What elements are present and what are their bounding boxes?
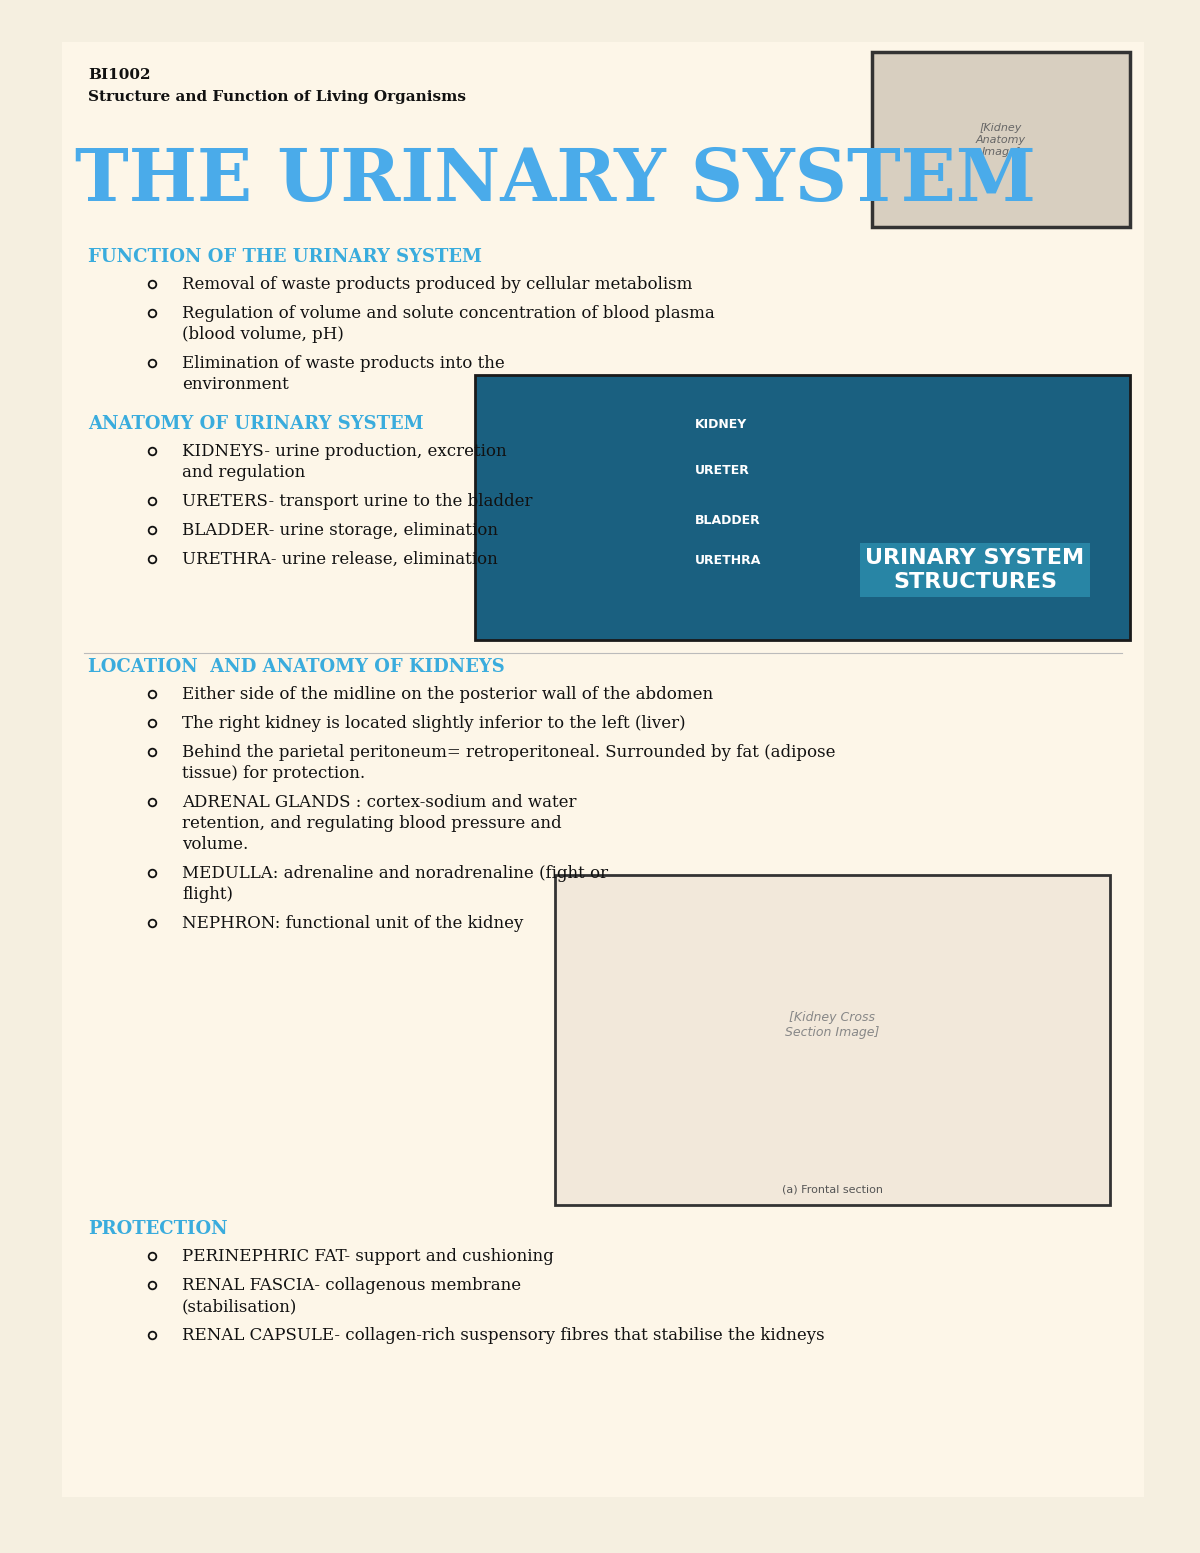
Text: environment: environment	[182, 376, 289, 393]
Text: Either side of the midline on the posterior wall of the abdomen: Either side of the midline on the poster…	[182, 686, 713, 704]
Text: URETER: URETER	[695, 463, 750, 477]
Text: Elimination of waste products into the: Elimination of waste products into the	[182, 356, 505, 373]
Text: [Kidney
Anatomy
Image]: [Kidney Anatomy Image]	[976, 123, 1026, 157]
Text: [Kidney Cross
Section Image]: [Kidney Cross Section Image]	[785, 1011, 880, 1039]
Text: BI1002: BI1002	[88, 68, 150, 82]
Text: (a) Frontal section: (a) Frontal section	[781, 1185, 882, 1194]
Text: RENAL CAPSULE- collagen-rich suspensory fibres that stabilise the kidneys: RENAL CAPSULE- collagen-rich suspensory …	[182, 1326, 824, 1343]
FancyBboxPatch shape	[554, 874, 1110, 1205]
Text: MEDULLA: adrenaline and noradrenaline (fight or: MEDULLA: adrenaline and noradrenaline (f…	[182, 865, 608, 882]
FancyBboxPatch shape	[62, 42, 1144, 1497]
Text: BLADDER: BLADDER	[695, 514, 761, 526]
Text: ANATOMY OF URINARY SYSTEM: ANATOMY OF URINARY SYSTEM	[88, 415, 424, 433]
Text: retention, and regulating blood pressure and: retention, and regulating blood pressure…	[182, 815, 562, 832]
Text: LOCATION  AND ANATOMY OF KIDNEYS: LOCATION AND ANATOMY OF KIDNEYS	[88, 658, 505, 676]
Text: NEPHRON: functional unit of the kidney: NEPHRON: functional unit of the kidney	[182, 915, 523, 932]
Text: PERINEPHRIC FAT- support and cushioning: PERINEPHRIC FAT- support and cushioning	[182, 1249, 553, 1266]
Text: URETHRA: URETHRA	[695, 553, 761, 567]
Text: and regulation: and regulation	[182, 464, 305, 481]
Text: RENAL FASCIA- collagenous membrane: RENAL FASCIA- collagenous membrane	[182, 1277, 521, 1294]
FancyBboxPatch shape	[475, 374, 1130, 640]
Text: ADRENAL GLANDS : cortex-sodium and water: ADRENAL GLANDS : cortex-sodium and water	[182, 794, 576, 811]
Text: KIDNEYS- urine production, excretion: KIDNEYS- urine production, excretion	[182, 443, 506, 460]
Text: tissue) for protection.: tissue) for protection.	[182, 766, 365, 783]
Text: Regulation of volume and solute concentration of blood plasma: Regulation of volume and solute concentr…	[182, 304, 715, 321]
Text: Behind the parietal peritoneum= retroperitoneal. Surrounded by fat (adipose: Behind the parietal peritoneum= retroper…	[182, 744, 835, 761]
Text: FUNCTION OF THE URINARY SYSTEM: FUNCTION OF THE URINARY SYSTEM	[88, 248, 482, 266]
Text: Structure and Function of Living Organisms: Structure and Function of Living Organis…	[88, 90, 466, 104]
Text: BLADDER- urine storage, elimination: BLADDER- urine storage, elimination	[182, 522, 498, 539]
Text: KIDNEY: KIDNEY	[695, 418, 748, 432]
Text: (stabilisation): (stabilisation)	[182, 1298, 298, 1315]
Text: flight): flight)	[182, 887, 233, 902]
Text: URETHRA- urine release, elimination: URETHRA- urine release, elimination	[182, 551, 498, 568]
Text: Removal of waste products produced by cellular metabolism: Removal of waste products produced by ce…	[182, 276, 692, 294]
FancyBboxPatch shape	[872, 51, 1130, 227]
Text: The right kidney is located slightly inferior to the left (liver): The right kidney is located slightly inf…	[182, 714, 685, 731]
Text: URETERS- transport urine to the bladder: URETERS- transport urine to the bladder	[182, 492, 533, 509]
Text: volume.: volume.	[182, 836, 248, 853]
Text: THE URINARY SYSTEM: THE URINARY SYSTEM	[74, 144, 1036, 216]
Text: (blood volume, pH): (blood volume, pH)	[182, 326, 344, 343]
Text: URINARY SYSTEM
STRUCTURES: URINARY SYSTEM STRUCTURES	[865, 548, 1085, 592]
Text: PROTECTION: PROTECTION	[88, 1221, 228, 1238]
